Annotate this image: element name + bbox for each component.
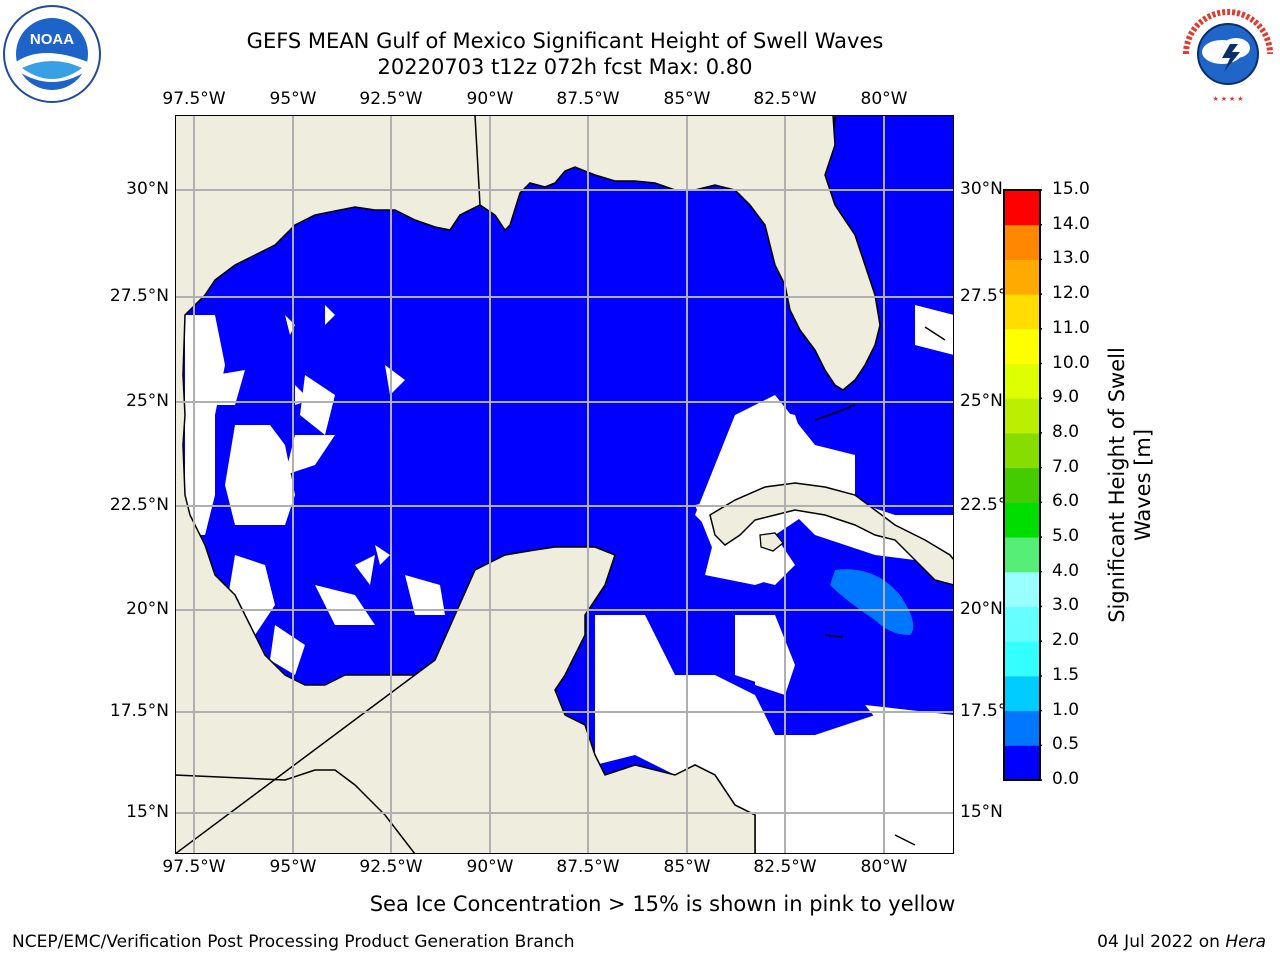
longitude-label: 92.5°W: [359, 857, 423, 877]
longitude-label: 95°W: [269, 89, 317, 109]
graticule: [175, 115, 954, 854]
colorbar-band: [1004, 432, 1040, 469]
colorbar-band: [1004, 606, 1040, 642]
colorbar-band: [1004, 502, 1040, 538]
colorbar-band: [1004, 363, 1040, 399]
machine-name: Hera: [1225, 932, 1266, 952]
colorbar-tick-label: 11.0: [1052, 317, 1090, 338]
nws-logo: ★ ★ ★ ★: [1180, 6, 1276, 103]
longitude-label: 92.5°W: [359, 89, 423, 109]
colorbar-tick-label: 3.0: [1052, 595, 1080, 616]
latitude-label: 25°N: [960, 391, 1003, 411]
producer-credit: NCEP/EMC/Verification Post Processing Pr…: [12, 932, 575, 952]
latitude-label: 15°N: [126, 802, 169, 822]
colorbar-band: [1004, 398, 1040, 434]
run-date: 04 Jul 2022 on Hera: [1097, 932, 1266, 952]
longitude-label: 95°W: [269, 857, 317, 877]
longitude-label: 97.5°W: [162, 857, 226, 877]
colorbar-band: [1004, 328, 1040, 365]
longitude-label: 90°W: [466, 89, 514, 109]
colorbar-tick-label: 10.0: [1052, 352, 1090, 373]
colorbar-tick-label: 0.0: [1052, 769, 1080, 789]
longitude-label: 97.5°W: [162, 89, 226, 109]
longitude-label: 85°W: [663, 89, 711, 109]
land-florida: [474, 115, 881, 391]
longitude-label: 90°W: [466, 857, 514, 877]
colorbar-tick-label: 5.0: [1052, 526, 1080, 547]
colorbar-band: [1004, 190, 1040, 226]
latitude-label: 17.5°N: [109, 701, 169, 721]
longitude-label: 80°W: [860, 857, 908, 877]
latitude-label: 30°N: [960, 179, 1003, 199]
colorbar-tick-label: 2.0: [1052, 630, 1080, 651]
latitude-label: 20°N: [960, 599, 1003, 619]
swell-height-map: [175, 115, 954, 854]
colorbar-band: [1004, 710, 1040, 746]
colorbar-tick-label: 1.0: [1052, 699, 1080, 720]
colorbar-band: [1004, 571, 1040, 607]
latitude-label: 30°N: [126, 179, 169, 199]
latitude-label: 25°N: [126, 391, 169, 411]
longitude-label: 80°W: [860, 89, 908, 109]
svg-text:★ ★ ★ ★: ★ ★ ★ ★: [1213, 95, 1244, 103]
colorbar-frame: [1003, 189, 1041, 781]
colorbar-band: [1004, 294, 1040, 330]
noaa-logo: NOAA: [3, 5, 101, 103]
latitude-label: 20°N: [126, 599, 169, 619]
colorbar-band: [1004, 641, 1040, 677]
keys-and-cays: [814, 326, 946, 846]
colorbar-tick-label: 14.0: [1052, 213, 1090, 234]
colorbar-title: Significant Height of Swell Waves [m]: [1105, 347, 1155, 623]
sea-ice-note: Sea Ice Concentration > 15% is shown in …: [369, 892, 956, 916]
colorbar-band: [1004, 537, 1040, 573]
chart-title: GEFS MEAN Gulf of Mexico Significant Hei…: [246, 29, 884, 53]
colorbar-band: [1004, 259, 1040, 295]
colorbar-tick-label: 12.0: [1052, 283, 1090, 304]
colorbar-tick-label: 1.5: [1052, 664, 1080, 685]
colorbar-band: [1004, 745, 1040, 781]
longitude-label: 87.5°W: [556, 89, 620, 109]
colorbar-tick-label: 13.0: [1052, 248, 1090, 269]
latitude-label: 27.5°N: [109, 286, 169, 306]
swell-field-light: [830, 569, 914, 635]
noaa-logo-text: NOAA: [30, 31, 74, 48]
land-cuba: [709, 482, 954, 586]
latitude-label: 22.5°N: [109, 495, 169, 515]
longitude-label: 82.5°W: [753, 857, 817, 877]
colorbar-tick-label: 0.5: [1052, 734, 1080, 755]
longitude-label: 87.5°W: [556, 857, 620, 877]
colorbar-tick-label: 6.0: [1052, 491, 1080, 512]
colorbar-band: [1004, 467, 1040, 503]
colorbar-tick-label: 8.0: [1052, 421, 1080, 442]
colorbar-tick-label: 9.0: [1052, 387, 1080, 408]
colorbar-tick-label: 4.0: [1052, 560, 1080, 581]
colorbar-tick-label: 7.0: [1052, 456, 1080, 477]
land-central-america: [175, 546, 756, 854]
colorbar-band: [1004, 224, 1040, 260]
latitude-label: 15°N: [960, 802, 1003, 822]
colorbar-band: [1004, 675, 1040, 712]
longitude-label: 82.5°W: [753, 89, 817, 109]
colorbar: [1003, 189, 1042, 781]
chart-subtitle: 20220703 t12z 072h fcst Max: 0.80: [377, 55, 753, 79]
longitude-label: 85°W: [663, 857, 711, 877]
colorbar-tick-label: 15.0: [1052, 179, 1090, 199]
